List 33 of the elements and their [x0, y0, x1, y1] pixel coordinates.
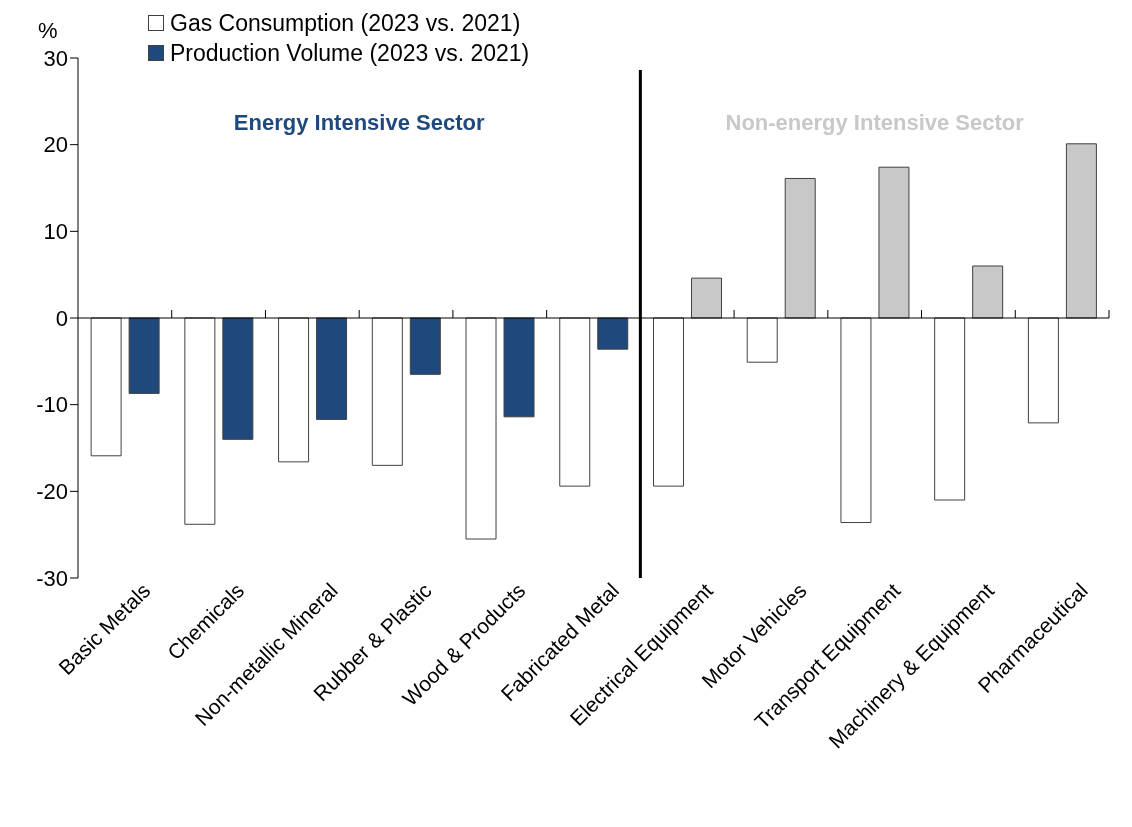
- bar: [222, 317, 254, 440]
- y-tick-label: -10: [36, 392, 68, 418]
- bar: [90, 317, 122, 457]
- bar: [409, 317, 441, 375]
- bar: [597, 317, 629, 350]
- bar: [1027, 317, 1059, 424]
- y-tick-label: -30: [36, 565, 68, 591]
- y-tick-label: 30: [43, 45, 68, 71]
- bar: [934, 317, 966, 501]
- y-tick-label: 20: [43, 132, 68, 158]
- legend-label: Gas Consumption (2023 vs. 2021): [170, 9, 521, 38]
- bar: [128, 317, 160, 394]
- bar: [878, 166, 910, 319]
- bar: [652, 317, 684, 487]
- bar: [784, 177, 816, 319]
- bar: [972, 265, 1004, 319]
- bar: [316, 317, 348, 420]
- bar: [184, 317, 216, 525]
- bar: [840, 317, 872, 524]
- bar: [559, 317, 591, 487]
- annotation: Energy Intensive Sector: [233, 110, 485, 135]
- y-axis-title: %: [38, 18, 58, 43]
- bar: [746, 317, 778, 363]
- bar: [278, 317, 310, 463]
- bar: [1065, 143, 1097, 319]
- bar: [503, 317, 535, 418]
- y-tick-label: -20: [36, 479, 68, 505]
- bar: [371, 317, 403, 466]
- legend-label: Production Volume (2023 vs. 2021): [170, 39, 530, 68]
- y-tick-label: 10: [43, 219, 68, 245]
- bar: [465, 317, 497, 540]
- bar: [690, 277, 722, 319]
- y-tick-label: 0: [55, 305, 68, 331]
